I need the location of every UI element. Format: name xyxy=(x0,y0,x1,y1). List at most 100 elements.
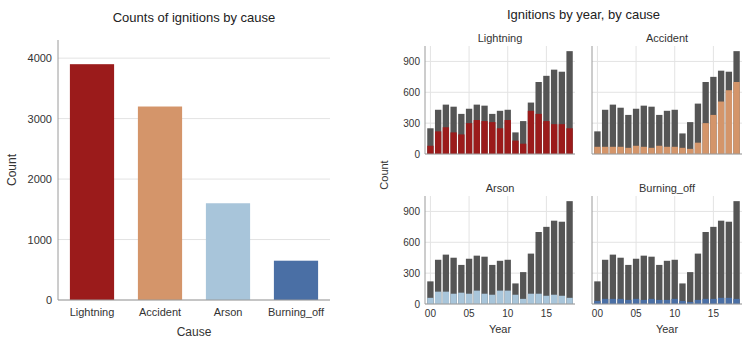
bar xyxy=(656,146,662,154)
grid-line xyxy=(58,58,330,59)
bar xyxy=(687,122,693,154)
bar xyxy=(435,110,441,154)
bar xyxy=(443,255,449,304)
tick-label: Arson xyxy=(214,306,243,318)
bar xyxy=(559,222,565,304)
bar xyxy=(489,114,495,154)
bar xyxy=(520,121,526,154)
bar xyxy=(466,259,472,304)
bar-chart: 01000200030004000LightningAccidentArsonB… xyxy=(5,10,330,339)
bars xyxy=(594,201,740,304)
facet-panel: 00051015Burning_offYear xyxy=(592,182,742,335)
bar xyxy=(718,221,724,304)
tick-label: 900 xyxy=(403,206,420,217)
bar xyxy=(551,70,557,154)
bar xyxy=(594,147,600,154)
tick-label: 15 xyxy=(541,308,553,319)
bar xyxy=(594,281,600,304)
tick-label: 05 xyxy=(464,308,476,319)
tick-label: 15 xyxy=(708,308,720,319)
bar xyxy=(610,255,616,304)
bar xyxy=(633,259,639,304)
bar xyxy=(489,122,495,154)
bar xyxy=(566,201,572,304)
tick-label: Accident xyxy=(139,306,181,318)
bar xyxy=(206,203,250,300)
bar xyxy=(695,300,701,304)
bar xyxy=(466,123,472,154)
bar xyxy=(726,298,732,304)
bar xyxy=(535,82,541,154)
bar xyxy=(664,261,670,304)
bar xyxy=(617,299,623,304)
tick-label: 300 xyxy=(403,118,420,129)
bar xyxy=(458,293,464,304)
bar xyxy=(726,72,732,154)
bar xyxy=(520,144,526,154)
bar xyxy=(664,300,670,304)
x-axis-line xyxy=(592,154,742,155)
grid-line xyxy=(425,61,575,62)
bar xyxy=(543,121,549,154)
bar xyxy=(648,257,654,304)
bar xyxy=(466,109,472,154)
bar xyxy=(458,265,464,304)
bar xyxy=(617,258,623,304)
y-axis-line xyxy=(592,196,593,304)
y-axis-label: Count xyxy=(378,160,390,189)
tick-label: 600 xyxy=(403,237,420,248)
bar xyxy=(602,147,608,154)
bar xyxy=(443,292,449,304)
tick-label: 900 xyxy=(403,56,420,67)
bar xyxy=(512,283,518,304)
bar xyxy=(726,222,732,304)
bars xyxy=(70,64,318,300)
y-axis-line xyxy=(58,40,59,300)
bar xyxy=(695,104,701,154)
bar xyxy=(679,148,685,154)
tick-label: 300 xyxy=(403,268,420,279)
grid-line xyxy=(58,300,330,301)
bar xyxy=(625,148,631,154)
bar xyxy=(489,295,495,304)
bar xyxy=(710,299,716,304)
grid-line xyxy=(425,211,575,212)
bar xyxy=(648,299,654,304)
x-axis-line xyxy=(58,300,330,301)
bar xyxy=(710,227,716,304)
bar xyxy=(427,298,433,304)
bar xyxy=(551,221,557,304)
bar xyxy=(672,147,678,154)
bar xyxy=(702,123,708,154)
panel-title: Arson xyxy=(486,182,515,194)
bar xyxy=(481,106,487,154)
bar xyxy=(594,131,600,154)
bar xyxy=(528,254,534,304)
tick-label: 0 xyxy=(46,294,52,306)
bar xyxy=(466,294,472,304)
bar xyxy=(481,257,487,304)
bar xyxy=(566,51,572,154)
bar xyxy=(672,299,678,304)
bar xyxy=(687,149,693,154)
bar xyxy=(528,111,534,154)
bar xyxy=(710,77,716,154)
bar xyxy=(718,102,724,154)
tick-label: 05 xyxy=(631,308,643,319)
bar xyxy=(566,128,572,154)
tick-label: Lightning xyxy=(70,306,115,318)
tick-label: 1000 xyxy=(28,234,52,246)
bar xyxy=(687,272,693,304)
bar xyxy=(633,109,639,154)
bars xyxy=(594,51,740,154)
bar xyxy=(559,72,565,154)
bar xyxy=(610,299,616,304)
bar xyxy=(695,254,701,304)
bar xyxy=(610,147,616,154)
bar xyxy=(497,111,503,154)
bar xyxy=(543,227,549,304)
bar xyxy=(458,114,464,154)
tick-label: 0 xyxy=(414,149,420,160)
tick-label: 2000 xyxy=(28,173,52,185)
bar xyxy=(656,115,662,154)
